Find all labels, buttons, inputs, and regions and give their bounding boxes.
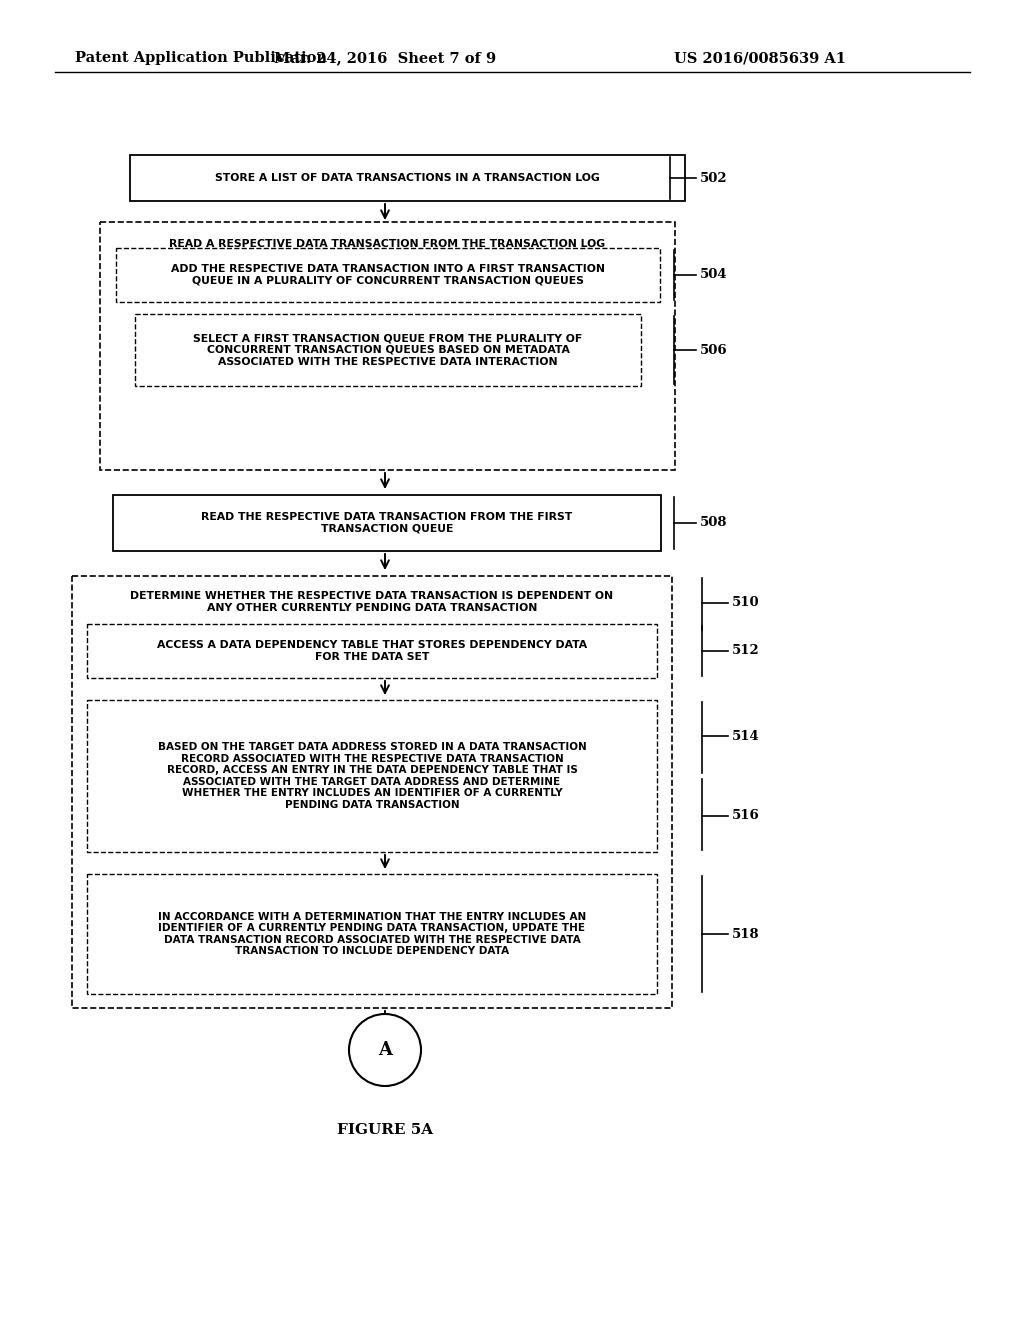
Text: 514: 514 <box>732 730 760 743</box>
Text: ACCESS A DATA DEPENDENCY TABLE THAT STORES DEPENDENCY DATA
FOR THE DATA SET: ACCESS A DATA DEPENDENCY TABLE THAT STOR… <box>157 640 587 661</box>
Text: IN ACCORDANCE WITH A DETERMINATION THAT THE ENTRY INCLUDES AN
IDENTIFIER OF A CU: IN ACCORDANCE WITH A DETERMINATION THAT … <box>158 912 586 957</box>
Text: READ THE RESPECTIVE DATA TRANSACTION FROM THE FIRST
TRANSACTION QUEUE: READ THE RESPECTIVE DATA TRANSACTION FRO… <box>202 512 572 533</box>
Text: STORE A LIST OF DATA TRANSACTIONS IN A TRANSACTION LOG: STORE A LIST OF DATA TRANSACTIONS IN A T… <box>215 173 600 183</box>
Bar <box>113 495 662 550</box>
Text: FIGURE 5A: FIGURE 5A <box>337 1123 433 1137</box>
Text: READ A RESPECTIVE DATA TRANSACTION FROM THE TRANSACTION LOG: READ A RESPECTIVE DATA TRANSACTION FROM … <box>169 239 605 249</box>
Text: Patent Application Publication: Patent Application Publication <box>75 51 327 65</box>
Text: 504: 504 <box>700 268 728 281</box>
Text: DETERMINE WHETHER THE RESPECTIVE DATA TRANSACTION IS DEPENDENT ON
ANY OTHER CURR: DETERMINE WHETHER THE RESPECTIVE DATA TR… <box>130 591 613 612</box>
Text: 516: 516 <box>732 809 760 822</box>
Text: ADD THE RESPECTIVE DATA TRANSACTION INTO A FIRST TRANSACTION
QUEUE IN A PLURALIT: ADD THE RESPECTIVE DATA TRANSACTION INTO… <box>171 264 605 286</box>
Text: SELECT A FIRST TRANSACTION QUEUE FROM THE PLURALITY OF
CONCURRENT TRANSACTION QU: SELECT A FIRST TRANSACTION QUEUE FROM TH… <box>194 334 583 367</box>
Text: 508: 508 <box>700 516 727 529</box>
Text: BASED ON THE TARGET DATA ADDRESS STORED IN A DATA TRANSACTION
RECORD ASSOCIATED : BASED ON THE TARGET DATA ADDRESS STORED … <box>158 742 587 810</box>
Bar <box>87 700 657 851</box>
Text: US 2016/0085639 A1: US 2016/0085639 A1 <box>674 51 846 65</box>
Text: A: A <box>378 1041 392 1059</box>
Bar <box>100 222 675 470</box>
Text: 512: 512 <box>732 644 760 657</box>
Text: 518: 518 <box>732 928 760 940</box>
Text: 502: 502 <box>700 172 728 185</box>
Text: 506: 506 <box>700 343 728 356</box>
Bar <box>87 874 657 994</box>
Bar <box>72 576 672 1008</box>
Bar <box>87 624 657 678</box>
Text: Mar. 24, 2016  Sheet 7 of 9: Mar. 24, 2016 Sheet 7 of 9 <box>274 51 496 65</box>
Bar <box>130 154 685 201</box>
Bar <box>116 248 660 302</box>
Text: 510: 510 <box>732 597 760 610</box>
Circle shape <box>349 1014 421 1086</box>
Bar <box>135 314 641 385</box>
